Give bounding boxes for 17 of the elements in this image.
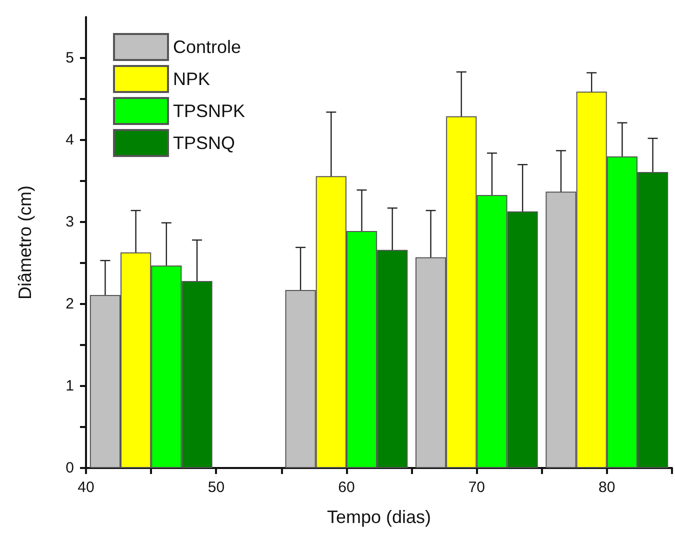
y-tick-label: 0 bbox=[66, 460, 74, 476]
legend-label: TPSNQ bbox=[173, 133, 236, 153]
x-tick-label: 80 bbox=[598, 479, 616, 496]
x-tick-label: 40 bbox=[78, 479, 94, 496]
legend-label: Controle bbox=[173, 37, 242, 57]
x-axis-title: Tempo (dias) bbox=[326, 507, 432, 527]
y-tick-label: 4 bbox=[66, 132, 74, 148]
legend-label: NPK bbox=[173, 69, 210, 89]
y-axis-title: Diâmetro (cm) bbox=[15, 185, 35, 300]
x-tick-label: 50 bbox=[208, 479, 225, 496]
legend-label: TPSNPK bbox=[173, 101, 246, 121]
y-tick-label: 2 bbox=[66, 296, 74, 312]
y-tick-label: 5 bbox=[66, 50, 74, 66]
y-tick-label: 1 bbox=[66, 378, 74, 394]
x-tick-label: 70 bbox=[468, 479, 486, 496]
y-tick-label: 3 bbox=[66, 214, 74, 230]
x-tick-label: 60 bbox=[338, 479, 355, 496]
